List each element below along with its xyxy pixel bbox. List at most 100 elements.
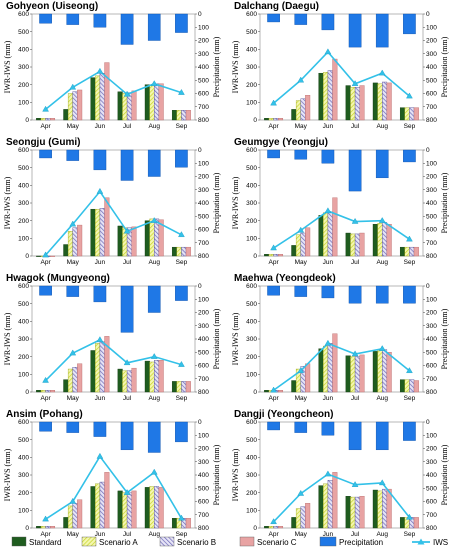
x-tick-label: Jul (123, 259, 132, 266)
y2-tick-label: 200 (426, 38, 437, 45)
scenarioA-bar (149, 85, 155, 121)
x-tick-label: May (295, 123, 308, 130)
legend-label-iws: IWS (433, 538, 448, 547)
scenarioC-bar (278, 254, 284, 257)
y-tick-label: 0 (25, 389, 29, 396)
y2-tick-label: 0 (426, 283, 430, 290)
y-tick-label: 0 (253, 389, 257, 396)
x-tick-label: May (295, 259, 308, 266)
scenarioA-bar (95, 343, 101, 393)
precipitation-bar (375, 149, 389, 179)
x-tick-label: May (67, 259, 80, 266)
scenarioB-bar (99, 341, 105, 393)
scenarioB-bar (382, 81, 388, 121)
standard-bar (291, 109, 297, 121)
y2-tick-label: 800 (198, 117, 209, 124)
scenarioC-bar (77, 224, 83, 257)
scenarioC-bar (185, 518, 191, 529)
scenarioB-bar (45, 118, 51, 121)
iws-point (178, 231, 185, 238)
x-tick-label: May (295, 395, 308, 402)
scenarioB-bar (354, 356, 360, 393)
scenarioA-bar (323, 483, 329, 529)
x-tick-label: Apr (269, 531, 280, 538)
standard-bar (291, 245, 297, 257)
y2-tick-label: 200 (426, 310, 437, 317)
scenarioC-bar (305, 363, 311, 393)
x-tick-label: Sep (176, 531, 188, 538)
x-tick-label: Aug (376, 395, 388, 402)
standard-bar (117, 225, 123, 257)
y-tick-label: 600 (246, 419, 257, 426)
chart-panel-2: Dalchang (Daegu) 0 100 200 300 400 500 600 0 100 2… (231, 1, 449, 130)
y2-axis-label: Precipitation (mm) (212, 36, 221, 97)
iws-point (270, 386, 277, 393)
scenarioC-bar (158, 487, 164, 529)
standard-bar (291, 517, 297, 529)
scenarioC-bar (359, 232, 365, 257)
scenarioC-bar (131, 226, 137, 257)
iws-point (378, 479, 386, 486)
scenarioB-bar (327, 480, 333, 529)
scenarioA-bar (149, 486, 155, 529)
y2-tick-label: 100 (426, 160, 437, 167)
x-tick-label: Jun (323, 123, 334, 130)
standard-bar (90, 208, 96, 257)
iws-point (297, 367, 305, 373)
y-tick-label: 300 (18, 200, 29, 207)
scenarioC-bar (359, 496, 365, 529)
precipitation-bar (294, 285, 308, 297)
x-tick-label: Jul (123, 531, 132, 538)
panel-title: Gohyeon (Uiseong) (6, 1, 98, 12)
y-tick-label: 200 (18, 82, 29, 89)
x-tick-label: Jun (95, 531, 106, 538)
y2-tick-label: 200 (198, 446, 209, 453)
iws-point (123, 90, 131, 97)
standard-bar (90, 77, 96, 121)
scenarioC-bar (104, 62, 110, 121)
y2-tick-label: 500 (198, 213, 209, 220)
scenarioC-bar (278, 390, 284, 393)
y-tick-label: 400 (18, 47, 29, 54)
y2-tick-label: 700 (426, 376, 437, 383)
precipitation-bar (267, 285, 280, 296)
standard-bar (372, 223, 378, 257)
scenarioA-bar (268, 118, 274, 121)
standard-bar (171, 518, 177, 529)
precipitation-bar (93, 149, 107, 171)
y2-tick-label: 300 (198, 187, 209, 194)
standard-bar (399, 107, 405, 121)
y2-tick-label: 600 (426, 363, 437, 370)
precipitation-bar (403, 285, 416, 304)
y2-tick-label: 800 (198, 525, 209, 532)
scenarioA-bar (377, 490, 383, 529)
y2-tick-label: 500 (426, 485, 437, 492)
iws-point (324, 339, 332, 346)
scenarioB-bar (354, 87, 360, 121)
y2-tick-label: 400 (426, 472, 437, 479)
iws-point (150, 217, 158, 223)
standard-bar (117, 490, 123, 529)
x-tick-label: Aug (148, 259, 160, 266)
scenarioB-bar (382, 222, 388, 257)
panels-group: Gohyeon (Uiseong) 0 100 200 300 400 500 600 0 100… (3, 1, 449, 538)
scenarioB-bar (327, 343, 333, 393)
y-axis-label: IWR-IWS (mm) (3, 312, 12, 365)
y2-axis-label: Precipitation (mm) (440, 172, 449, 233)
precipitation-bar (93, 285, 107, 303)
x-tick-label: Jul (351, 395, 360, 402)
scenarioC-bar (50, 118, 56, 121)
y-tick-label: 100 (246, 508, 257, 515)
scenarioB-bar (126, 492, 132, 529)
y2-tick-label: 500 (426, 349, 437, 356)
y-tick-label: 400 (246, 455, 257, 462)
standard-bar (117, 368, 123, 393)
scenarioB-bar (300, 506, 306, 529)
y2-tick-label: 700 (426, 512, 437, 519)
precipitation-bar (375, 13, 389, 48)
scenarioA-bar (40, 526, 46, 529)
y2-tick-label: 0 (198, 419, 202, 426)
x-tick-label: Sep (404, 259, 416, 266)
y2-tick-label: 800 (198, 253, 209, 260)
iws-point (42, 515, 49, 522)
